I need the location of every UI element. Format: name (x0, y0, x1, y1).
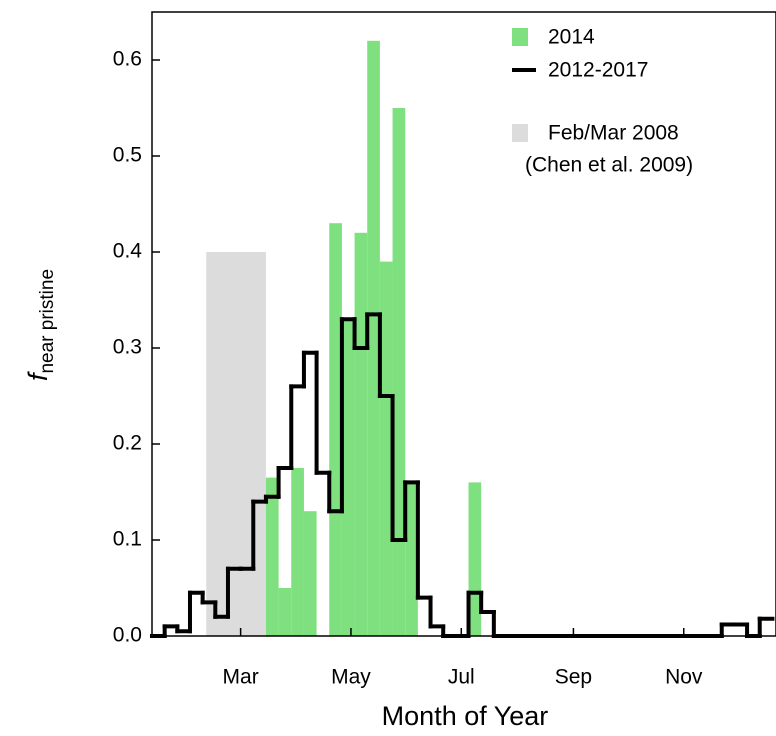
legend-label: Feb/Mar 2008 (548, 122, 679, 145)
legend-label: 2012-2017 (548, 59, 648, 82)
y-axis-label-main: f (23, 371, 53, 381)
y-tick-label: 0.4 (113, 240, 143, 263)
bar (303, 511, 317, 636)
bar (405, 482, 418, 636)
x-tick-label: Jul (448, 666, 475, 689)
bar (367, 40, 380, 637)
bar (468, 482, 482, 636)
bar (329, 223, 342, 636)
bar (354, 232, 368, 637)
x-tick-label: May (331, 666, 371, 689)
x-tick-label: Sep (555, 666, 592, 689)
y-tick-label: 0.0 (113, 624, 142, 647)
shaded-region (206, 252, 266, 636)
bar (341, 319, 355, 636)
bar (278, 588, 292, 636)
legend-swatch (512, 124, 528, 142)
bar (265, 477, 279, 636)
legend-swatch (512, 28, 528, 46)
y-tick-label: 0.6 (113, 48, 142, 71)
x-axis-label: Month of Year (382, 701, 549, 731)
y-axis-label-group: fnear pristine (23, 269, 58, 381)
x-tick-label: Nov (665, 666, 703, 689)
y-tick-label: 0.5 (113, 144, 142, 167)
y-axis-label: fnear pristine (23, 269, 58, 381)
bar (392, 108, 406, 636)
y-tick-label: 0.1 (113, 528, 142, 551)
bar (379, 261, 393, 636)
y-tick-label: 0.3 (113, 336, 142, 359)
legend-label: 2014 (548, 26, 595, 49)
legend-citation: (Chen et al. 2009) (525, 154, 693, 177)
bar (291, 468, 304, 636)
x-tick-label: Mar (223, 666, 259, 689)
y-tick-label: 0.2 (113, 432, 142, 455)
y-axis-label-sub: near pristine (37, 269, 58, 374)
plot-frame (151, 11, 776, 637)
